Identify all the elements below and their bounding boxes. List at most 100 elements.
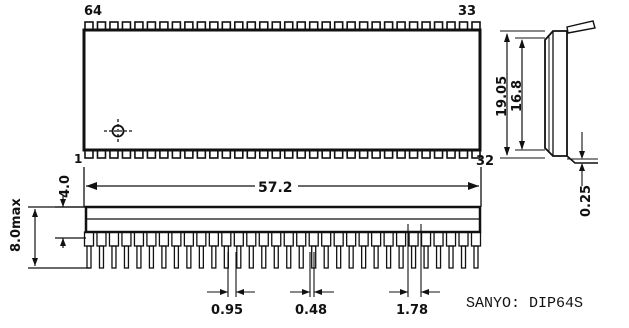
side-view	[83, 205, 482, 269]
side-lead-shoulder	[283, 231, 294, 247]
side-lead-shoulder	[158, 231, 170, 247]
side-lead-shoulder	[133, 231, 145, 247]
side-lead-leg	[348, 245, 354, 269]
pin-label-32: 32	[476, 154, 494, 169]
side-lead-shoulder	[433, 231, 444, 247]
bottom-row-pins	[84, 149, 481, 159]
top-view	[82, 21, 482, 159]
lead-width-095-dimension: 0.95	[207, 252, 255, 318]
side-lead-leg	[286, 245, 292, 269]
side-lead-leg	[410, 245, 417, 269]
bottom-pin	[283, 149, 294, 159]
top-pin	[296, 21, 307, 31]
bottom-pin	[196, 149, 207, 159]
side-lead-shoulder	[470, 231, 482, 247]
side-lead-leg	[273, 245, 279, 269]
top-pin	[96, 21, 107, 31]
side-lead-leg	[435, 245, 442, 269]
top-pin	[446, 21, 456, 31]
side-lead-leg	[398, 245, 404, 269]
top-pin	[221, 21, 232, 31]
length-label: 57.2	[258, 180, 293, 196]
bottom-pin	[96, 149, 107, 159]
bottom-pin	[159, 149, 169, 159]
lead-width-048-label: 0.48	[295, 303, 327, 318]
top-pin	[171, 21, 182, 31]
bottom-pin	[383, 149, 394, 159]
side-lead-leg	[323, 245, 329, 269]
side-lead-leg	[373, 245, 379, 269]
side-lead-leg	[448, 245, 454, 269]
bottom-pin	[346, 149, 356, 159]
end-view-body	[544, 30, 568, 157]
side-lead-shoulder	[221, 231, 232, 247]
side-lead-leg	[173, 245, 180, 269]
side-lead-shoulder	[83, 231, 95, 247]
top-pin	[346, 21, 356, 31]
top-row-pins	[84, 21, 481, 31]
bottom-pin	[209, 149, 219, 159]
side-lead-leg	[360, 245, 367, 269]
end-view-lead-bottom	[566, 155, 598, 164]
side-lead-leg	[186, 245, 192, 269]
side-leads	[83, 231, 482, 269]
side-lead-shoulder	[108, 231, 120, 247]
bottom-pin	[184, 149, 194, 159]
length-dimension: 57.2	[83, 167, 482, 207]
side-lead-shoulder	[258, 231, 269, 247]
width-outer-label: 19.05	[495, 76, 510, 117]
side-lead-shoulder	[271, 231, 282, 247]
top-pin	[209, 21, 219, 31]
bottom-pin	[296, 149, 307, 159]
top-pin	[184, 21, 194, 31]
bottom-pin	[396, 149, 406, 159]
bottom-pin	[271, 149, 282, 159]
bottom-pin	[121, 149, 132, 159]
lead-width-095-label: 0.95	[211, 303, 243, 318]
side-lead-shoulder	[208, 231, 219, 247]
bottom-pin	[371, 149, 381, 159]
top-pin	[84, 21, 94, 31]
side-lead-leg	[148, 245, 155, 269]
side-lead-shoulder	[358, 231, 369, 247]
side-lead-leg	[261, 245, 267, 269]
side-lead-leg	[473, 245, 479, 269]
side-lead-leg	[98, 245, 105, 269]
top-pin	[458, 21, 469, 31]
pitch-label: 1.78	[396, 303, 428, 318]
bottom-pin	[333, 149, 344, 159]
top-pin	[371, 21, 381, 31]
side-lead-leg	[236, 245, 242, 269]
bottom-pin	[446, 149, 456, 159]
side-lead-leg	[460, 245, 467, 269]
body-height-dimension: 4.0	[55, 175, 86, 248]
side-lead-shoulder	[96, 231, 107, 247]
side-lead-leg	[385, 245, 392, 269]
side-lead-shoulder	[196, 231, 207, 247]
side-lead-shoulder	[246, 231, 257, 247]
side-lead-shoulder	[183, 231, 195, 247]
top-pin	[159, 21, 169, 31]
top-pin	[121, 21, 132, 31]
bottom-pin	[221, 149, 232, 159]
side-lead-shoulder	[321, 231, 332, 247]
top-pin	[109, 21, 119, 31]
side-lead-shoulder	[395, 231, 407, 247]
bottom-pin	[171, 149, 182, 159]
top-pin	[196, 21, 207, 31]
side-lead-leg	[161, 245, 167, 269]
bottom-pin	[134, 149, 144, 159]
top-pin	[271, 21, 282, 31]
top-pin	[408, 21, 419, 31]
top-pin	[258, 21, 269, 31]
pin1-index-mark	[104, 119, 132, 143]
side-lead-shoulder	[346, 231, 357, 247]
top-pin	[333, 21, 344, 31]
top-pin	[134, 21, 144, 31]
lead-width-048-dimension: 0.48	[290, 252, 334, 318]
pin-label-1: 1	[74, 152, 82, 166]
side-lead-shoulder	[146, 231, 157, 247]
side-lead-leg	[111, 245, 117, 269]
